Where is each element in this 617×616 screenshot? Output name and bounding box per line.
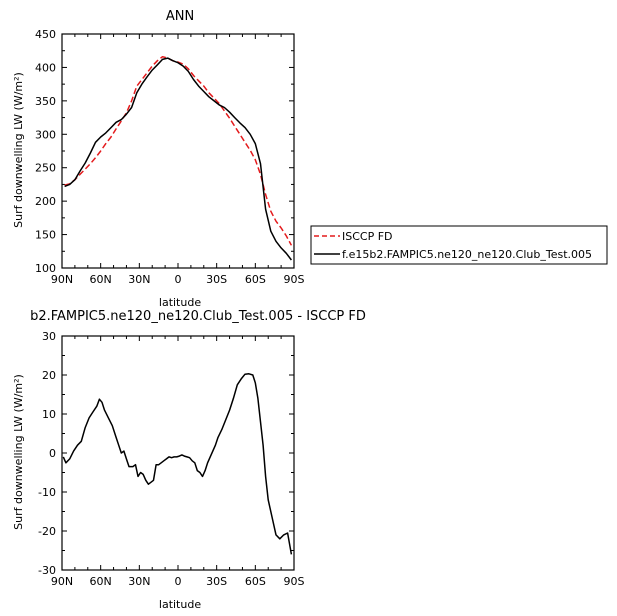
bottom-series-line-0 <box>62 373 293 555</box>
bottom-panel-ylabel: Surf downwelling LW (W/m²) <box>12 374 25 530</box>
bottom-xtick-label: 90N <box>51 575 73 588</box>
bottom-xtick-label: 60S <box>245 575 266 588</box>
top-xtick-label: 0 <box>175 273 182 286</box>
top-ytick-label: 300 <box>35 128 56 141</box>
bottom-ytick-label: 0 <box>49 447 56 460</box>
top-xtick-label: 30S <box>206 273 227 286</box>
top-panel-series <box>64 55 293 261</box>
top-ytick-label: 400 <box>35 61 56 74</box>
bottom-panel-series <box>62 373 293 555</box>
bottom-ytick-label: 20 <box>42 369 56 382</box>
top-ytick-label: 350 <box>35 95 56 108</box>
top-panel-ylabel: Surf downwelling LW (W/m²) <box>12 72 25 228</box>
top-ytick-label: 450 <box>35 28 56 41</box>
bottom-panel-frame <box>61 335 295 571</box>
top-series-line-1 <box>64 57 292 261</box>
bottom-xtick-label: 0 <box>175 575 182 588</box>
bottom-ytick-label: -30 <box>38 564 56 577</box>
top-xtick-label: 90S <box>284 273 305 286</box>
legend: ISCCP FD f.e15b2.FAMPIC5.ne120_ne120.Clu… <box>310 225 608 265</box>
bottom-xtick-label: 90S <box>284 575 305 588</box>
bottom-xtick-label: 30N <box>128 575 150 588</box>
top-xtick-label: 60N <box>90 273 112 286</box>
bottom-panel-xlabel: latitude <box>159 598 201 611</box>
bottom-xtick-label: 30S <box>206 575 227 588</box>
bottom-panel-ticks: 90N 60N 30N 0 30S 60S 90S -30 -20 -10 0 10 20 30 <box>38 330 304 588</box>
bottom-panel: b2.FAMPIC5.ne120_ne120.Club_Test.005 - I… <box>12 309 366 611</box>
bottom-panel-title: b2.FAMPIC5.ne120_ne120.Club_Test.005 - I… <box>30 309 366 324</box>
bottom-ytick-label: 30 <box>42 330 56 343</box>
bottom-ytick-label: -10 <box>38 486 56 499</box>
top-xtick-label: 60S <box>245 273 266 286</box>
legend-label-isccp: ISCCP FD <box>342 230 393 243</box>
top-panel-frame <box>61 33 295 269</box>
bottom-xtick-label: 60N <box>90 575 112 588</box>
legend-label-model: f.e15b2.FAMPIC5.ne120_ne120.Club_Test.00… <box>342 248 592 261</box>
bottom-ytick-label: 10 <box>42 408 56 421</box>
top-xtick-label: 90N <box>51 273 73 286</box>
bottom-ytick-label: -20 <box>38 525 56 538</box>
top-ytick-label: 150 <box>35 229 56 242</box>
top-ytick-label: 200 <box>35 195 56 208</box>
top-ytick-label: 100 <box>35 262 56 275</box>
top-panel-xlabel: latitude <box>159 296 201 309</box>
top-panel: ANN latitude Surf downwelling LW (W/m²) … <box>12 9 305 309</box>
top-panel-ticks: 90N 60N 30N 0 30S 60S 90S 100 150 200 250 300 350 400… <box>35 28 305 286</box>
legend-box <box>310 225 608 265</box>
top-ytick-label: 250 <box>35 162 56 175</box>
top-xtick-label: 30N <box>128 273 150 286</box>
top-panel-title: ANN <box>166 9 194 24</box>
